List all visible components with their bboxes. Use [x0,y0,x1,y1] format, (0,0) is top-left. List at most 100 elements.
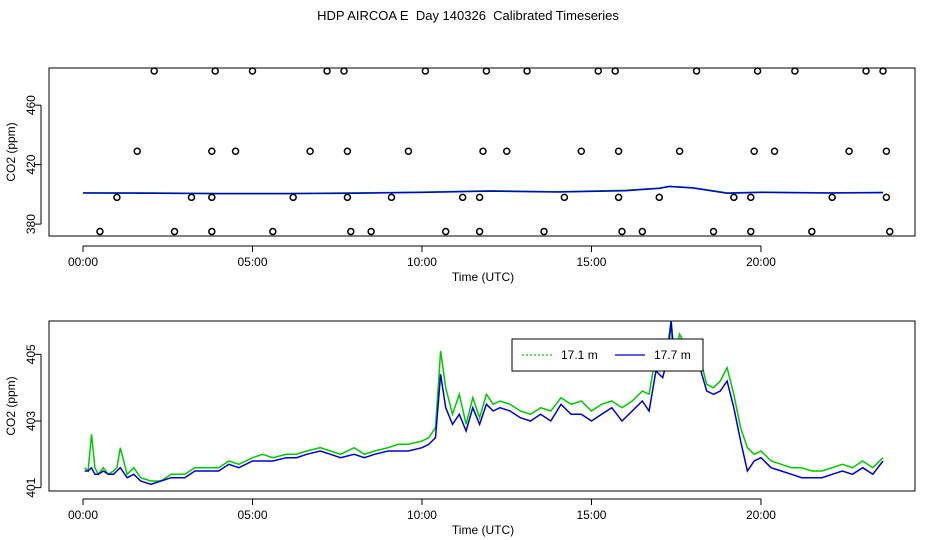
scatter-point [208,227,216,236]
top-panel: 380 420 460 00:00 05:00 10:00 15:00 20:00 Time… [4,67,916,284]
scatter-point [862,67,870,75]
scatter-point [845,147,853,156]
scatter-point [231,147,240,156]
scatter-point [323,67,331,75]
scatter-point [692,67,701,75]
scatter-point [770,147,779,156]
scatter-point [879,67,887,75]
scatter-point [791,67,799,75]
scatter-point [730,193,738,202]
bottom-y-tick-label: 403 [24,411,38,431]
top-y-tick-label: 380 [24,214,38,234]
scatter-point [458,193,467,202]
bottom-series [84,320,884,486]
scatter-point [343,147,352,156]
scatter-point [421,67,430,75]
scatter-point [441,227,450,236]
scatter-point [747,193,755,202]
scatter-point [614,147,623,156]
top-y-axis-label: CO2 (ppm) [4,122,18,181]
legend-box [511,338,704,372]
scatter-point [675,147,684,156]
top-x-tick-label: 00:00 [68,255,98,269]
legend: 17.1 m 17.7 m [511,338,704,372]
scatter-point [387,193,396,202]
scatter-point [269,227,277,236]
bottom-x-tick-label: 00:00 [68,508,98,522]
scatter-point [747,227,755,236]
scatter-point [404,147,413,156]
scatter-point [655,193,664,202]
scatter-point [750,147,758,156]
scatter-point [618,227,626,236]
scatter-point [343,193,352,202]
scatter-point [211,67,219,75]
bottom-y-tick-label: 405 [24,344,38,364]
bottom-y-axis-label: CO2 (ppm) [4,376,18,435]
bottom-x-tick-label: 10:00 [407,508,437,522]
scatter-point [187,193,196,202]
scatter-point [808,227,816,236]
scatter-point [113,193,121,202]
top-x-axis: 00:00 05:00 10:00 15:00 20:00 [68,245,776,269]
top-x-tick-label: 20:00 [746,255,776,269]
top-x-tick-label: 15:00 [576,255,606,269]
top-x-tick-label: 05:00 [237,255,267,269]
scatter-point [289,193,297,202]
scatter-point [523,67,531,75]
scatter-point [482,67,491,75]
scatter-point [479,147,487,156]
bottom-x-tick-label: 20:00 [746,508,776,522]
scatter-point [150,67,158,75]
scatter-point [560,193,569,202]
scatter-point [340,67,348,75]
scatter-point [828,193,836,202]
scatter-point [502,147,511,156]
scatter-point [96,227,104,236]
scatter-point [594,67,603,75]
scatter-point [208,193,216,202]
scatter-point [611,67,619,75]
bottom-x-axis-label: Time (UTC) [452,523,514,537]
scatter-point [882,193,891,202]
bottom-x-tick-label: 15:00 [576,508,606,522]
scatter-point [540,227,548,236]
top-y-axis: 380 420 460 [24,95,42,234]
bottom-x-axis: 00:00 05:00 10:00 15:00 20:00 [68,498,776,522]
top-plot-frame [48,67,916,237]
top-series [82,185,884,195]
top-x-tick-label: 10:00 [407,255,437,269]
top-y-tick-label: 420 [24,154,38,174]
scatter-point [133,147,141,156]
scatter-point [614,193,623,202]
bottom-series-line-17-1m [84,320,884,482]
bottom-y-tick-label: 401 [24,477,38,497]
scatter-point [577,147,586,156]
top-series-line-17-7m [82,185,884,195]
scatter-point [886,227,894,236]
top-points [96,67,894,236]
scatter-point [882,147,891,156]
scatter-point [248,67,257,75]
bottom-panel: 401 403 405 00:00 05:00 10:00 15:00 20:00 Time… [4,320,916,537]
bottom-x-tick-label: 05:00 [237,508,267,522]
chart-title: HDP AIRCOA E Day 140326 Calibrated Times… [317,8,619,23]
scatter-point [367,227,375,236]
scatter-point [709,227,718,236]
scatter-point [638,227,647,236]
bottom-plot-frame [48,320,916,492]
scatter-point [475,227,484,236]
scatter-point [475,193,484,202]
top-y-tick-label: 460 [24,95,38,115]
scatter-point [306,147,314,156]
legend-label-17-7m: 17.7 m [654,348,691,362]
scatter-point [170,227,179,236]
scatter-point [347,227,355,236]
legend-label-17-1m: 17.1 m [561,348,598,362]
top-x-axis-label: Time (UTC) [452,270,514,284]
bottom-series-line-17-7m [84,320,884,486]
bottom-y-axis: 401 403 405 [24,344,42,498]
scatter-point [208,147,216,156]
scatter-point [753,67,762,75]
